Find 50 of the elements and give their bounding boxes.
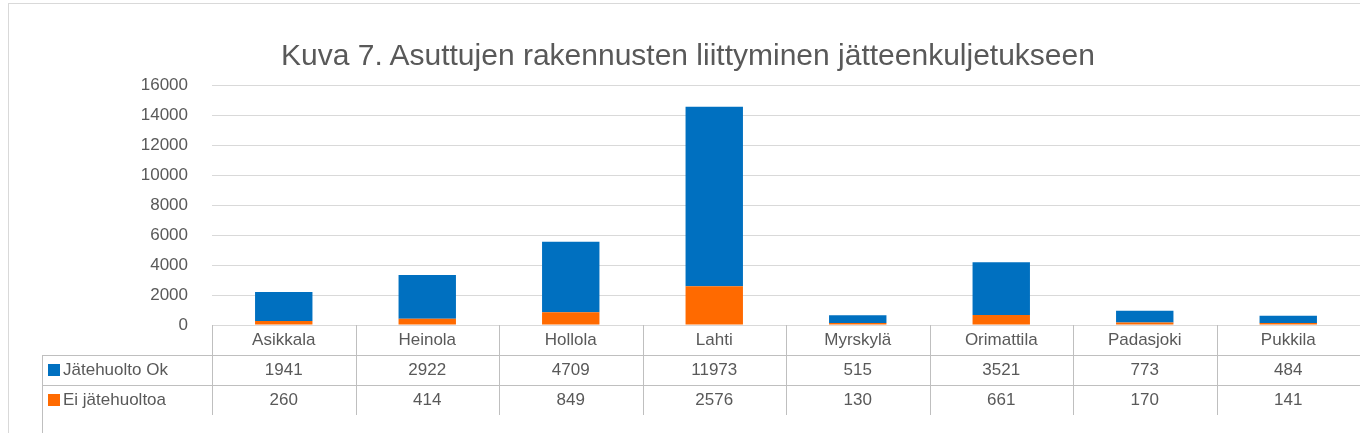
x-tick-label: Padasjoki: [1107, 329, 1182, 349]
bar: [685, 106, 743, 287]
chart-title: Kuva 7. Asuttujen rakennusten liittyminen jätteenkuljetukseen: [281, 38, 1095, 72]
x-tick-label: Asikkala: [252, 329, 316, 349]
x-tick-label: Lahti: [695, 329, 733, 349]
bar: [1259, 315, 1317, 323]
bar: [1116, 310, 1174, 323]
y-tick-label: 10000: [140, 164, 188, 184]
x-tick-label: Orimattila: [964, 329, 1039, 349]
bar: [1116, 322, 1174, 325]
bar: [972, 315, 1030, 325]
bar: [255, 291, 313, 322]
y-tick-label: 4000: [150, 254, 188, 274]
y-tick-label: 12000: [140, 134, 188, 154]
data-label: 260: [269, 389, 298, 409]
y-tick-label: 6000: [150, 224, 188, 244]
x-tick-label: Hollola: [544, 329, 598, 349]
legend-label: Jätehuolto Ok: [63, 359, 169, 379]
data-label: 773: [1130, 359, 1159, 379]
bar: [685, 286, 743, 325]
bar: [972, 262, 1030, 316]
data-label: 130: [843, 389, 872, 409]
data-label: 170: [1130, 389, 1159, 409]
x-tick-label: Heinola: [398, 329, 457, 349]
data-label: 515: [843, 359, 872, 379]
data-label: 1941: [264, 359, 303, 379]
legend-label: Ei jätehuoltoa: [63, 389, 167, 409]
y-tick-label: 14000: [140, 104, 188, 124]
data-label: 2576: [695, 389, 734, 409]
y-tick-label: 8000: [150, 194, 188, 214]
data-label: 849: [556, 389, 585, 409]
y-tick-label: 2000: [150, 284, 188, 304]
bar: [542, 241, 600, 313]
bar: [255, 321, 313, 325]
data-label: 141: [1274, 389, 1303, 409]
y-tick-label: 0: [178, 314, 188, 334]
data-label: 4709: [551, 359, 590, 379]
bar: [398, 318, 456, 325]
data-label: 484: [1274, 359, 1303, 379]
data-label: 3521: [982, 359, 1021, 379]
data-label: 661: [987, 389, 1016, 409]
x-tick-label: Pukkila: [1260, 329, 1317, 349]
y-tick-label: 16000: [140, 74, 188, 94]
data-label: 11973: [691, 359, 738, 379]
data-label: 414: [413, 389, 442, 409]
bar: [542, 312, 600, 325]
data-label: 2922: [408, 359, 447, 379]
bar: [829, 315, 887, 324]
x-tick-label: Myrskylä: [824, 329, 892, 349]
bar: [398, 274, 456, 319]
